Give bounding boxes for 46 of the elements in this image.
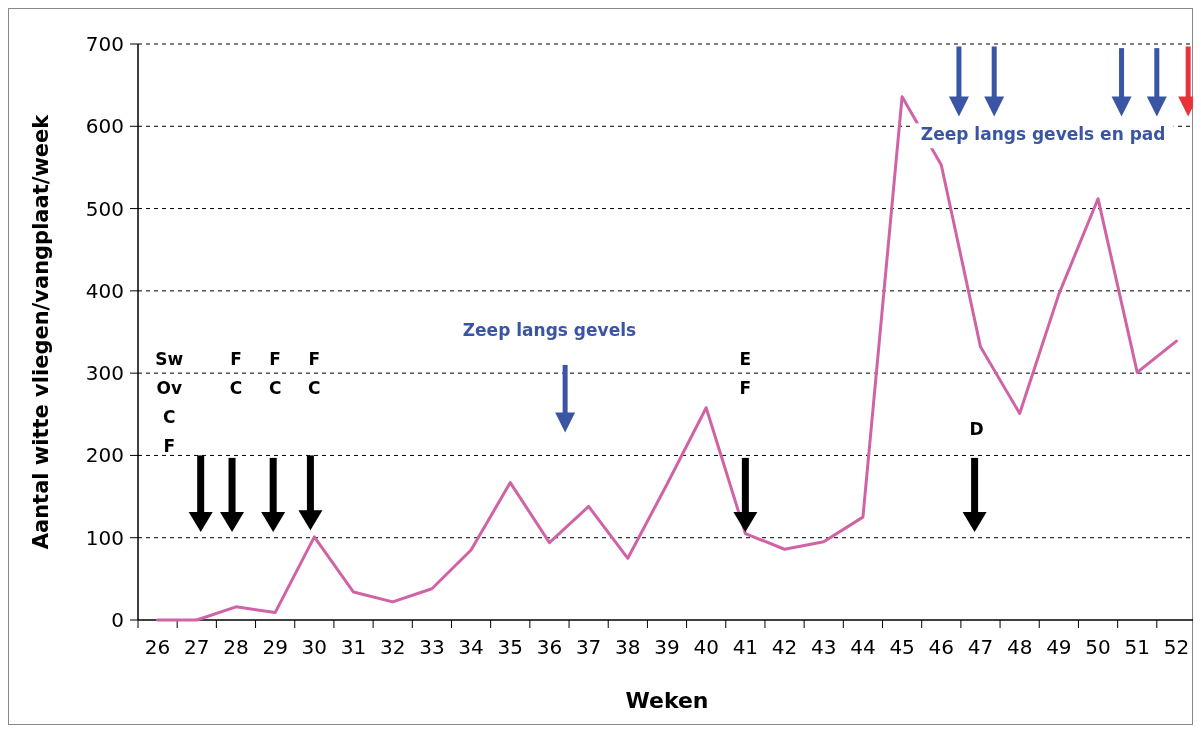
y-tick-label: 500 <box>85 196 124 221</box>
line-series <box>156 95 1178 622</box>
y-tick-label: 200 <box>85 443 124 468</box>
x-tick-label: 27 <box>184 635 210 659</box>
x-tick-label: 50 <box>1085 635 1111 659</box>
annotation: D <box>969 418 984 439</box>
x-tick-label: 35 <box>497 635 523 659</box>
x-tick-label: 39 <box>654 635 680 659</box>
annotation: E F <box>739 348 752 398</box>
x-tick-label: 42 <box>771 635 798 659</box>
y-tick-label: 300 <box>85 361 124 386</box>
annotation: Zeep langs gevels <box>462 320 637 341</box>
x-tick-label: 26 <box>144 635 171 659</box>
y-tick-label: 100 <box>85 525 124 550</box>
x-tick-label: 37 <box>575 635 602 659</box>
y-tick-label: 700 <box>85 32 124 56</box>
x-tick-label: 51 <box>1124 635 1150 659</box>
x-axis-title: Weken <box>625 688 709 713</box>
y-tick-label: 0 <box>111 608 124 632</box>
x-tick-label: 49 <box>1046 635 1072 659</box>
x-tick-label: 48 <box>1006 635 1033 659</box>
x-tick-label: 31 <box>340 635 367 659</box>
x-tick-label: 44 <box>850 635 876 659</box>
x-tick-label: 52 <box>1163 635 1190 659</box>
x-tick-label: 33 <box>419 635 445 659</box>
annotation: F C <box>308 348 321 398</box>
x-tick-label: 29 <box>262 635 288 659</box>
x-tick-label: 34 <box>458 635 484 659</box>
x-tick-label: 38 <box>615 635 641 659</box>
x-tick-label: 40 <box>693 635 719 659</box>
x-tick-label: 46 <box>928 635 955 659</box>
x-tick-label: 41 <box>732 635 759 659</box>
x-tick-label: 43 <box>811 635 837 659</box>
x-tick-label: 32 <box>379 635 406 659</box>
annotation: Zeep langs gevels en pad <box>920 124 1166 145</box>
x-tick-label: 30 <box>301 635 328 659</box>
annotation: F C <box>229 348 243 398</box>
y-axis-title: Aantal witte vliegen/vangplaat/week <box>29 113 53 550</box>
x-tick-label: 28 <box>223 635 249 659</box>
y-tick-label: 600 <box>85 114 124 139</box>
annotation: F C <box>268 348 282 398</box>
x-tick-label: 36 <box>536 635 563 659</box>
x-tick-label: 47 <box>967 635 994 659</box>
annotation: Sw Ov C F <box>155 348 184 456</box>
x-tick-label: 45 <box>889 635 915 659</box>
y-tick-label: 400 <box>85 278 124 303</box>
